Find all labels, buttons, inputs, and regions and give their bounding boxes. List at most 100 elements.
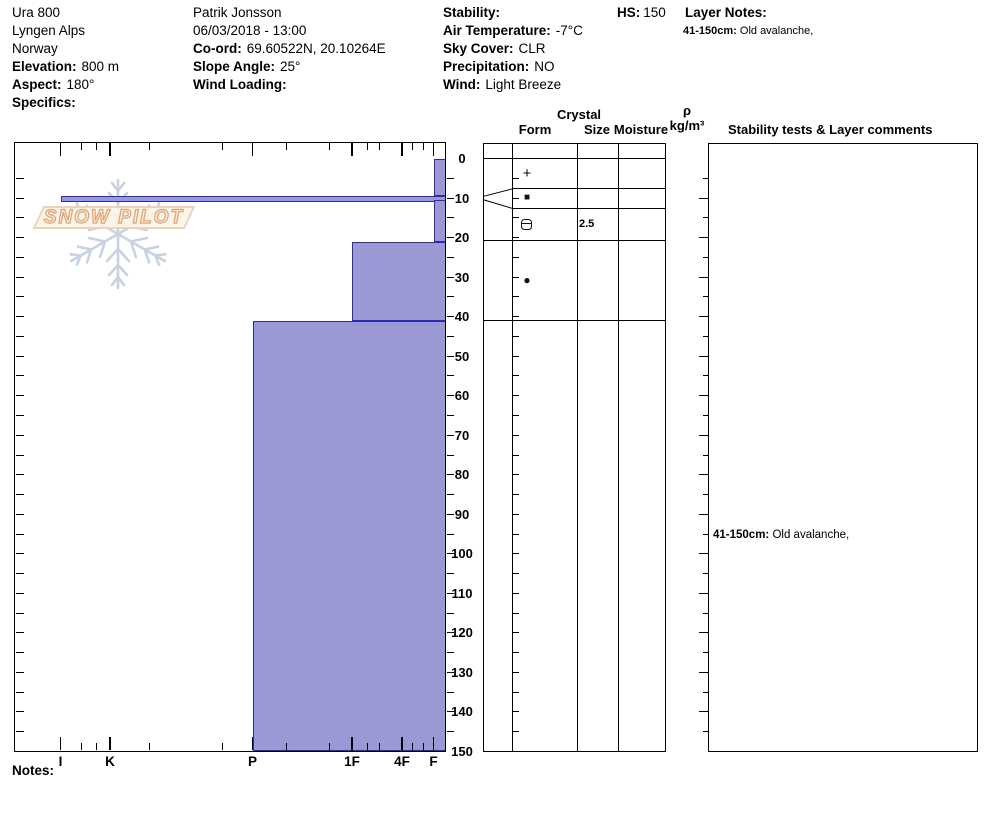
- form-column-tick: [513, 573, 519, 575]
- depth-minor-tick-right: [446, 177, 454, 179]
- conditions-column: Stability: Air Temperature: -7°C Sky Cove…: [443, 4, 583, 94]
- form-column-tick: [513, 731, 519, 733]
- depth-label-120: 120: [451, 625, 473, 641]
- depth-minor-tick-right: [446, 553, 454, 555]
- site-name: Ura 800: [12, 5, 61, 20]
- stability-label: Stability:: [443, 5, 501, 20]
- comments-box-tick: [703, 335, 708, 337]
- depth-minor-tick-right: [446, 474, 454, 476]
- comments-box-tick: [703, 691, 708, 693]
- comments-box-tick: [699, 513, 708, 515]
- air-temp-value: -7°C: [555, 23, 583, 38]
- depth-minor-tick-left: [16, 711, 24, 713]
- hardness-minor-tick-bottom: [148, 743, 150, 750]
- precip-value: NO: [534, 59, 555, 74]
- form-column-tick: [513, 691, 519, 693]
- layer-note-text: Old avalanche,: [739, 25, 814, 37]
- aspect-value: 180°: [66, 77, 95, 92]
- comments-box-tick: [699, 474, 708, 476]
- depth-label-30: 30: [454, 269, 470, 285]
- form-column-tick: [513, 276, 519, 278]
- depth-minor-tick-right: [446, 533, 454, 535]
- hardness-major-tick-top: [351, 143, 353, 156]
- form-column-tick: [513, 513, 519, 515]
- table-column-line: [577, 143, 578, 752]
- comments-box-tick: [699, 553, 708, 555]
- comments-box-tick: [699, 237, 708, 239]
- coord-label: Co-ord:: [193, 41, 242, 56]
- table-row-line: [483, 320, 666, 322]
- depth-minor-tick-right: [446, 731, 454, 733]
- depth-label-60: 60: [454, 388, 470, 404]
- hardness-major-tick-bottom: [432, 737, 435, 750]
- depth-minor-tick-left: [16, 474, 24, 476]
- hardness-major-tick-bottom: [109, 737, 111, 750]
- depth-minor-tick-right: [446, 711, 454, 713]
- layer-notes-header: Layer Notes:: [685, 4, 767, 22]
- comments-box-tick: [699, 197, 708, 199]
- logo-text: SNOW PILOT: [43, 206, 185, 228]
- depth-minor-tick-left: [16, 513, 24, 515]
- comments-box-tick: [703, 296, 708, 298]
- site-range: Lyngen Alps: [12, 23, 86, 38]
- form-column-tick: [513, 553, 519, 555]
- form-column-tick: [513, 177, 519, 179]
- depth-minor-tick-right: [446, 395, 454, 397]
- observer-name: Patrik Jonsson: [193, 5, 282, 20]
- depth-minor-tick-left: [16, 434, 24, 436]
- comments-box-tick: [699, 671, 708, 673]
- depth-label-50: 50: [454, 348, 470, 364]
- comments-box-tick: [699, 355, 708, 357]
- depth-minor-tick-left: [16, 237, 24, 239]
- hardness-major-tick-top: [251, 143, 254, 156]
- grain-size-value: 2.5: [579, 218, 595, 231]
- depth-minor-tick-right: [446, 237, 454, 239]
- form-column-tick: [513, 414, 519, 416]
- depth-label-140: 140: [451, 704, 473, 720]
- depth-minor-tick-left: [16, 355, 24, 357]
- hs-value: 150: [643, 5, 666, 20]
- coord-value: 69.60522N, 20.10264E: [246, 41, 386, 56]
- depth-minor-tick-left: [16, 494, 24, 496]
- site-specifics: Specifics:: [12, 94, 119, 112]
- form-column-tick: [513, 474, 519, 476]
- size-header: Size: [583, 122, 610, 137]
- depth-minor-tick-right: [446, 276, 454, 278]
- depth-minor-tick-right: [446, 632, 454, 634]
- table-column-line: [618, 143, 619, 752]
- hardness-label-F: F: [429, 753, 438, 769]
- stability: Stability:: [443, 4, 583, 22]
- hardness-minor-tick-top: [221, 143, 223, 150]
- hardness-major-tick-top: [401, 143, 403, 156]
- hardness-minor-tick-bottom: [411, 743, 413, 750]
- comments-box-tick: [703, 533, 708, 535]
- depth-minor-tick-right: [446, 316, 454, 318]
- elevation-label: Elevation:: [12, 59, 77, 74]
- hardness-major-tick-bottom: [401, 737, 403, 750]
- hardness-label-K: K: [105, 753, 115, 769]
- air-temperature: Air Temperature: -7°C: [443, 22, 583, 40]
- comments-box-tick: [703, 177, 708, 179]
- table-row-line-partial: [512, 188, 666, 190]
- form-column-tick: [513, 632, 519, 634]
- depth-minor-tick-left: [16, 217, 24, 219]
- depth-minor-tick-left: [16, 454, 24, 456]
- comments-header: Stability tests & Layer comments: [728, 122, 933, 137]
- hardness-label-4F: 4F: [394, 753, 410, 769]
- notes-label: Notes:: [12, 763, 55, 778]
- depth-minor-tick-left: [16, 256, 24, 258]
- depth-label-10: 10: [454, 190, 470, 206]
- hardness-minor-tick-top: [378, 143, 380, 150]
- form-column-tick: [513, 711, 519, 713]
- sky-value: CLR: [518, 41, 546, 56]
- form-column-tick: [513, 335, 519, 337]
- comments-box-tick: [703, 494, 708, 496]
- hardness-minor-tick-top: [80, 143, 82, 150]
- table-row-line-partial: [512, 207, 666, 209]
- form-column-tick: [513, 237, 519, 239]
- specifics-label: Specifics:: [12, 95, 76, 110]
- hardness-minor-tick-bottom: [378, 743, 380, 750]
- comments-box-tick: [699, 711, 708, 713]
- slope-value: 25°: [280, 59, 301, 74]
- layer-comment: 41-150cm: Old avalanche,: [713, 529, 849, 541]
